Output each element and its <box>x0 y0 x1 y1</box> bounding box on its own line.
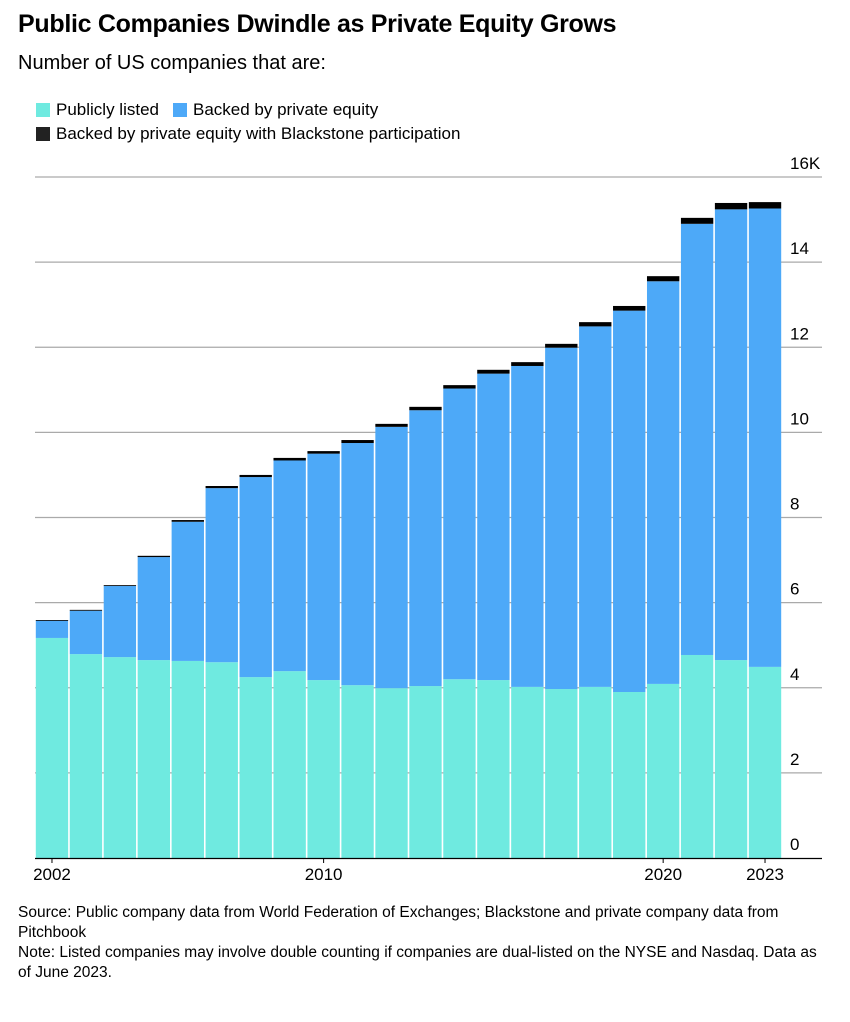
bar-private <box>409 410 442 687</box>
bar-private <box>171 521 204 661</box>
x-tick-label: 2002 <box>33 865 71 884</box>
bar-public <box>273 671 306 858</box>
bar-blackstone <box>137 555 171 558</box>
chart-subtitle: Number of US companies that are: <box>18 52 326 74</box>
bar-blackstone <box>579 322 612 327</box>
bar-private <box>748 208 782 667</box>
bar-private <box>579 326 612 687</box>
chart-title: Public Companies Dwindle as Private Equi… <box>18 10 617 38</box>
legend: Publicly listed Backed by private equity… <box>36 98 474 146</box>
bar-blackstone <box>443 385 476 389</box>
bar-private <box>239 477 272 678</box>
bar-private <box>375 426 408 689</box>
bar-public <box>443 679 476 858</box>
bar-blackstone <box>69 609 103 611</box>
y-tick-label: 8 <box>790 495 799 514</box>
bar-public <box>341 685 374 858</box>
bar-blackstone <box>477 369 510 374</box>
bar-private <box>646 281 680 684</box>
bar-private <box>613 310 646 693</box>
bar-blackstone <box>103 585 137 587</box>
legend-swatch-blackstone <box>36 127 50 141</box>
bar-public <box>307 680 340 858</box>
x-tick-label: 2020 <box>644 865 682 884</box>
bar-blackstone <box>205 486 238 489</box>
bar-private <box>103 586 137 658</box>
bar-blackstone <box>375 423 408 427</box>
bar-blackstone <box>714 202 748 210</box>
legend-item-blackstone: Backed by private equity with Blackstone… <box>36 124 460 144</box>
legend-item-private: Backed by private equity <box>173 100 378 120</box>
bar-public <box>477 680 510 858</box>
bar-private <box>511 365 544 687</box>
legend-label-blackstone: Backed by private equity with Blackstone… <box>56 124 461 143</box>
bar-public <box>137 660 171 858</box>
y-tick-label: 12 <box>790 324 809 343</box>
bar-public <box>171 660 204 858</box>
x-tick-label: 2010 <box>305 865 343 884</box>
x-tick-label: 2023 <box>746 865 784 884</box>
bar-private <box>307 453 340 681</box>
bar-private <box>545 347 578 690</box>
bar-private <box>714 209 748 661</box>
bar-public <box>103 657 137 858</box>
bar-private <box>205 488 238 663</box>
bar-blackstone <box>409 406 442 411</box>
bar-public <box>69 654 103 858</box>
bar-blackstone <box>680 217 714 224</box>
data-note: Note: Listed companies may involve doubl… <box>18 944 817 981</box>
legend-label-private: Backed by private equity <box>193 100 379 119</box>
legend-swatch-public <box>36 103 50 117</box>
bar-public <box>375 688 408 858</box>
y-tick-label: 16K <box>790 154 821 173</box>
bar-public <box>714 660 748 858</box>
bar-public <box>35 637 69 858</box>
bar-private <box>341 443 374 686</box>
y-tick-label: 4 <box>790 665 799 684</box>
bar-private <box>680 223 714 655</box>
bar-blackstone <box>748 202 782 209</box>
legend-item-public: Publicly listed <box>36 100 159 120</box>
bar-public <box>239 677 272 858</box>
bar-blackstone <box>35 620 69 621</box>
bar-public <box>511 686 544 858</box>
legend-label-public: Publicly listed <box>56 100 159 119</box>
y-tick-label: 2 <box>790 750 799 769</box>
bar-public <box>579 686 612 858</box>
bar-blackstone <box>613 305 646 311</box>
bar-blackstone <box>511 362 544 366</box>
bar-blackstone <box>273 457 306 461</box>
bar-public <box>748 666 782 858</box>
footer: Source: Public company data from World F… <box>18 903 818 983</box>
legend-swatch-private <box>173 103 187 117</box>
bar-blackstone <box>545 343 578 348</box>
bar-private <box>477 373 510 681</box>
bar-public <box>545 689 578 858</box>
y-tick-label: 6 <box>790 580 799 599</box>
bar-private <box>69 610 103 655</box>
bar-private <box>137 557 171 661</box>
bar-public <box>409 686 442 858</box>
bar-private <box>35 620 69 638</box>
bar-public <box>205 662 238 858</box>
bar-blackstone <box>171 520 204 522</box>
bar-public <box>613 692 646 858</box>
y-tick-label: 10 <box>790 409 809 428</box>
bar-blackstone <box>646 276 680 282</box>
bar-public <box>680 654 714 858</box>
bar-private <box>273 460 306 672</box>
source-note: Source: Public company data from World F… <box>18 904 779 941</box>
bar-public <box>646 683 680 858</box>
y-tick-label: 14 <box>790 239 809 258</box>
bar-blackstone <box>307 451 340 454</box>
bar-blackstone <box>239 474 272 478</box>
bar-blackstone <box>341 440 374 444</box>
bar-private <box>443 388 476 680</box>
y-tick-label: 0 <box>790 835 799 854</box>
